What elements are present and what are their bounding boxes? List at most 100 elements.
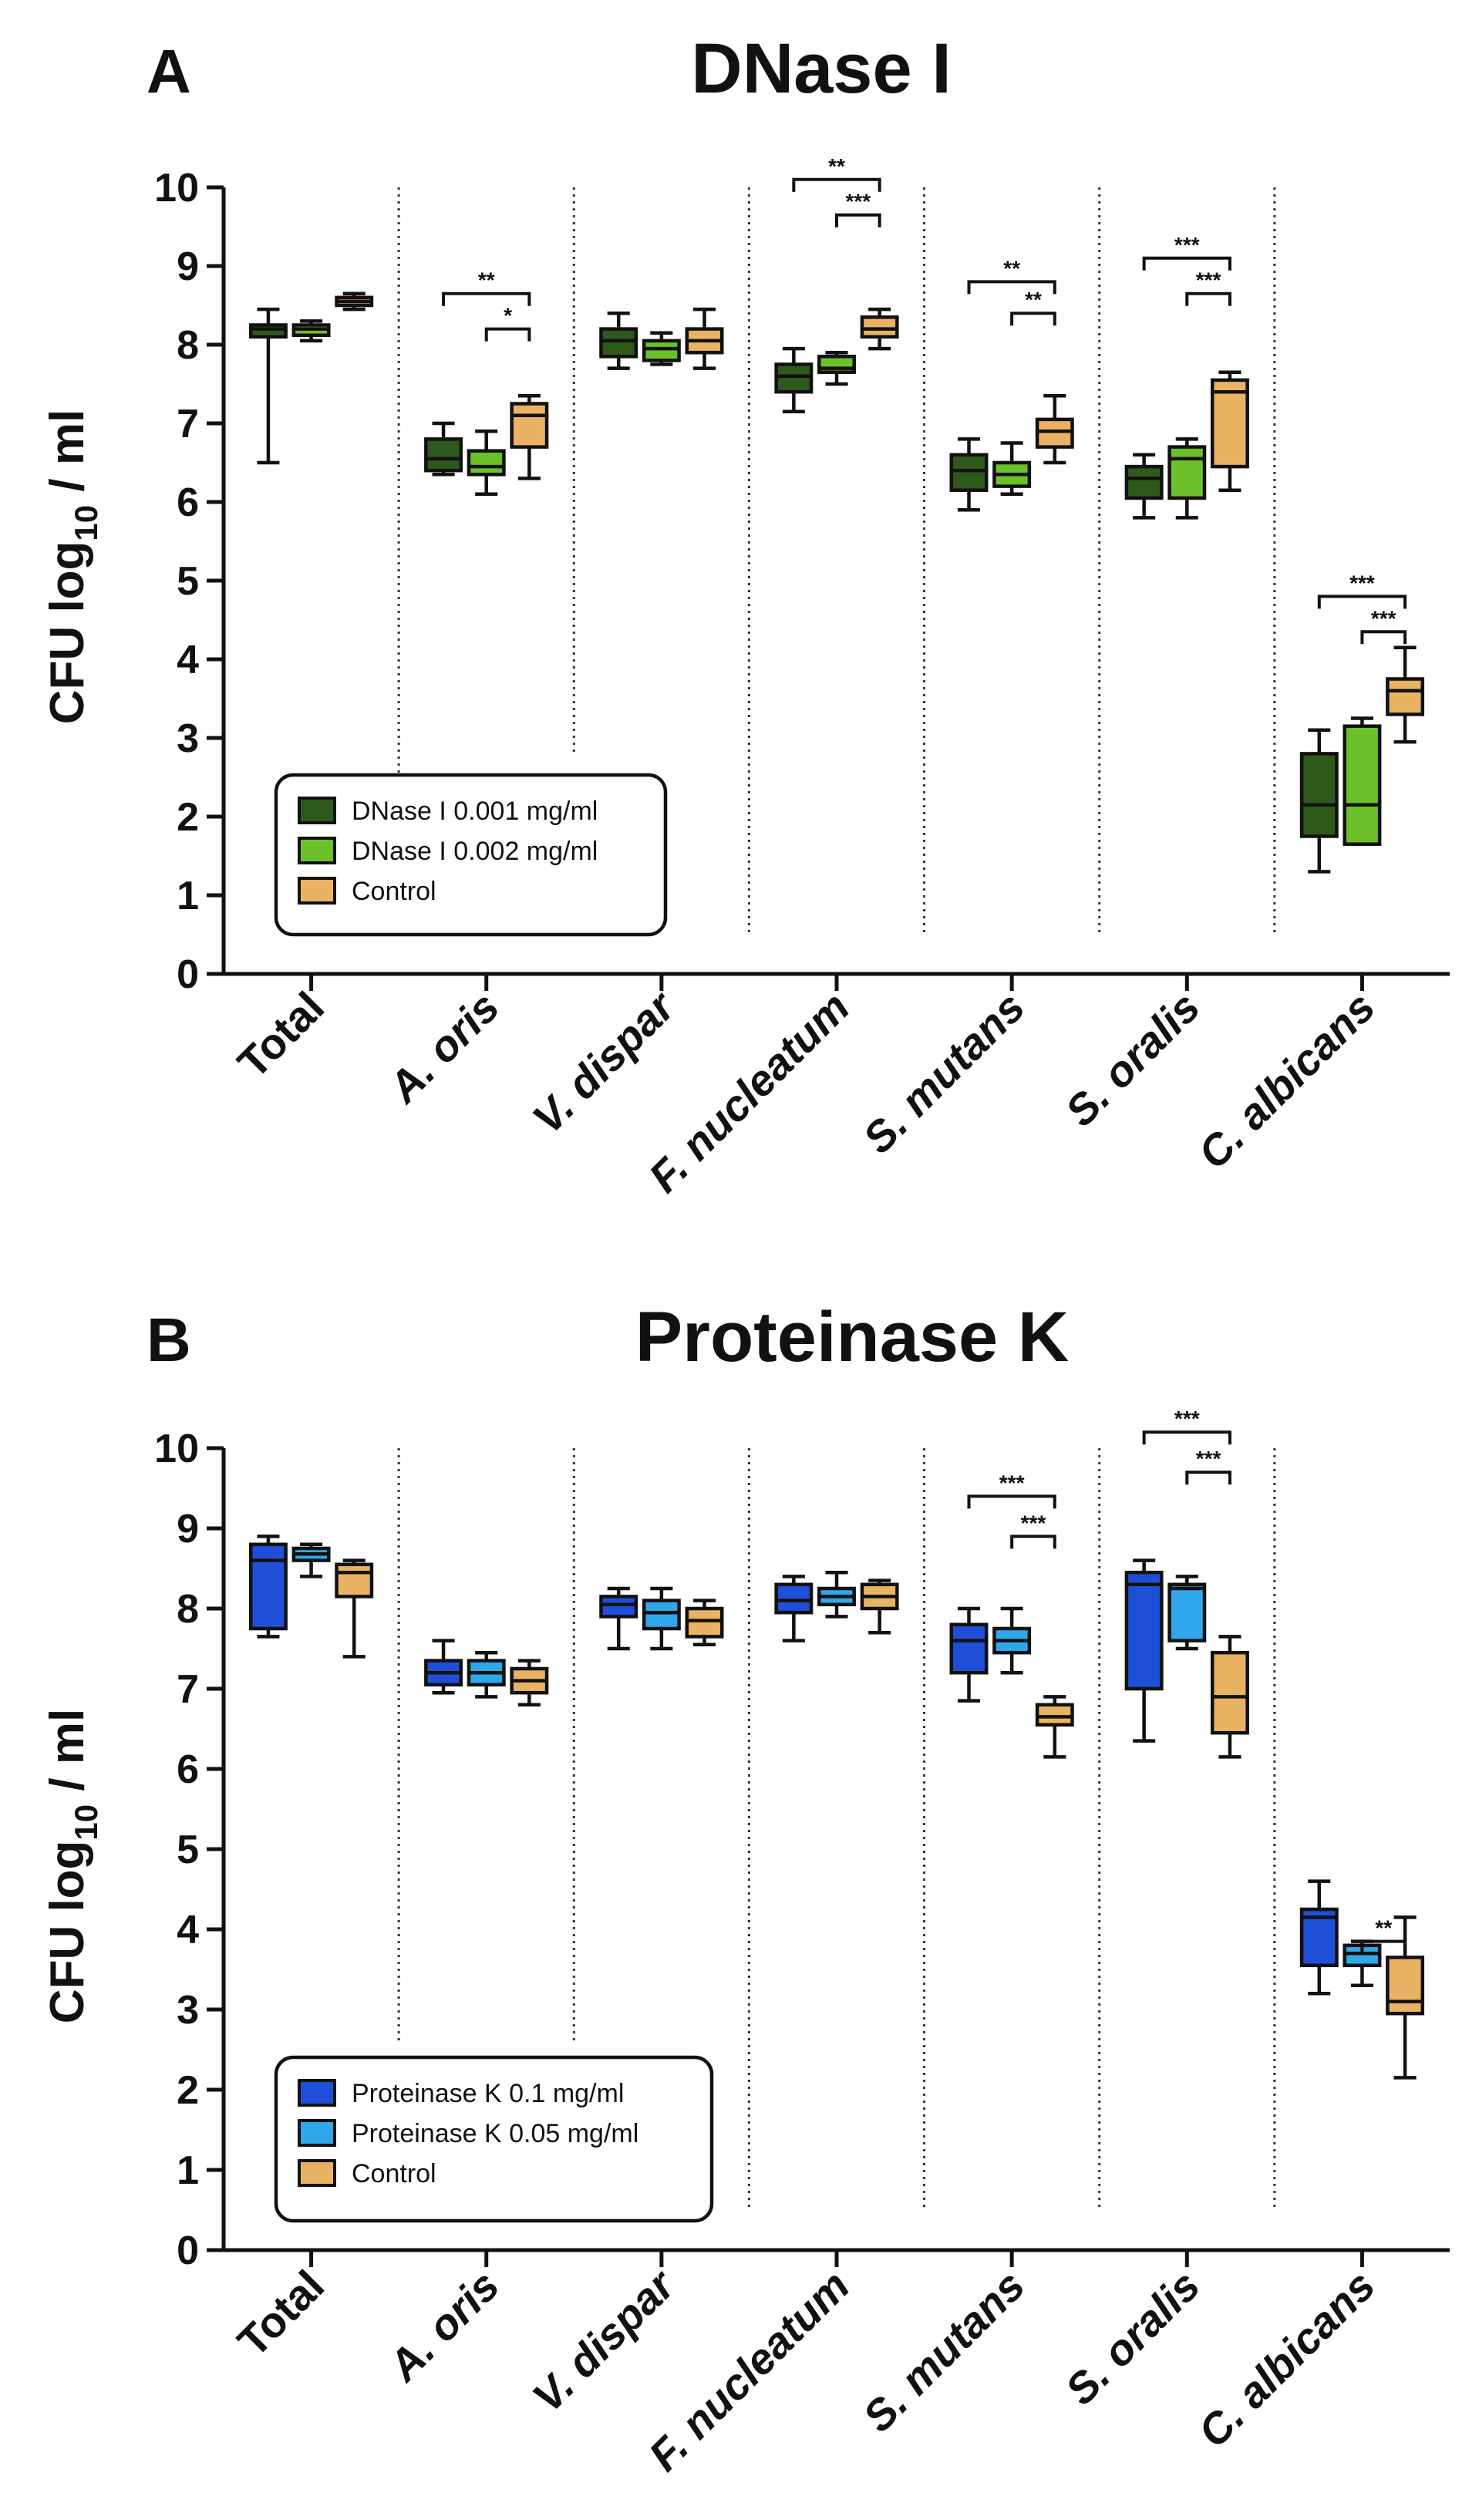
box-plot xyxy=(248,1535,288,1639)
legend-label: DNase I 0.001 mg/ml xyxy=(352,797,598,826)
box-plot xyxy=(1386,645,1425,744)
y-axis-label-tail: / ml xyxy=(41,1709,94,1804)
y-axis-label: CFU log10 / ml xyxy=(41,409,104,724)
y-tick-label: 8 xyxy=(177,323,199,368)
y-tick-label: 1 xyxy=(177,2148,199,2193)
y-axis-label-main: CFU log xyxy=(41,1841,94,2024)
box-plot xyxy=(1035,394,1074,465)
y-tick-label: 7 xyxy=(177,402,199,446)
box-plot xyxy=(1167,437,1207,520)
x-tick-label: S. mutans xyxy=(854,982,1034,1163)
legend-swatch xyxy=(298,797,336,824)
y-axis-label: CFU log10 / ml xyxy=(41,1709,104,2023)
bracket-line xyxy=(1010,1535,1056,1549)
box-plot xyxy=(1299,728,1339,874)
y-axis-label-tail: / ml xyxy=(41,409,94,505)
box-plot xyxy=(248,307,288,465)
bracket-line xyxy=(1185,291,1231,306)
significance-label: * xyxy=(504,304,512,328)
significance-label: *** xyxy=(999,1471,1025,1494)
y-tick-label: 3 xyxy=(177,1988,199,2033)
legend-label: DNase I 0.002 mg/ml xyxy=(352,837,598,866)
significance-bracket: *** xyxy=(1142,233,1231,271)
box xyxy=(949,1622,989,1675)
box-plot xyxy=(599,1586,638,1651)
significance-bracket: ** xyxy=(442,268,531,306)
box xyxy=(1167,1582,1207,1642)
significance-label: ** xyxy=(1375,1916,1392,1940)
y-tick-label: 7 xyxy=(177,1667,199,1712)
box xyxy=(1035,417,1074,449)
x-tick-label: C. albicans xyxy=(1188,982,1384,1178)
legend-label: Proteinase K 0.05 mg/ml xyxy=(352,2119,638,2148)
legend-label: Control xyxy=(352,877,436,906)
significance-bracket: *** xyxy=(967,1471,1056,1509)
x-tick-label: Total xyxy=(228,982,333,1087)
y-tick-label: 4 xyxy=(177,1908,199,1952)
box xyxy=(510,402,549,449)
box-plot xyxy=(1124,1558,1164,1743)
significance-label: ** xyxy=(1003,256,1020,280)
bracket-line xyxy=(1142,1430,1231,1445)
panel-title: Proteinase K xyxy=(635,1298,1069,1376)
box-plot xyxy=(599,311,638,370)
box-plot xyxy=(1343,716,1382,846)
y-tick-label: 8 xyxy=(177,1587,199,1632)
bracket-line xyxy=(1360,1939,1407,1954)
x-tick-label: S. oralis xyxy=(1056,2261,1209,2414)
box xyxy=(335,1562,374,1599)
x-tick-label: A. oris xyxy=(378,982,508,1113)
y-tick-label: 2 xyxy=(177,2068,199,2113)
box xyxy=(1124,464,1164,500)
box-plot xyxy=(1167,1575,1207,1651)
y-tick-label: 0 xyxy=(177,2229,199,2273)
bracket-line xyxy=(442,291,531,306)
box xyxy=(642,1599,681,1631)
box-plot xyxy=(860,1578,899,1635)
significance-label: *** xyxy=(1371,606,1396,630)
box-plot xyxy=(992,1606,1032,1675)
significance-label: *** xyxy=(845,190,871,214)
y-tick-label: 9 xyxy=(177,1507,199,1551)
box xyxy=(1124,1570,1164,1691)
legend: Proteinase K 0.1 mg/ml Proteinase K 0.05 … xyxy=(274,2055,714,2223)
significance-bracket: *** xyxy=(835,190,881,227)
box-plot xyxy=(642,331,681,366)
significance-bracket: ** xyxy=(967,256,1056,295)
significance-label: *** xyxy=(1196,268,1221,292)
legend-swatch xyxy=(298,2159,336,2187)
box-plot xyxy=(685,1599,724,1647)
box-plot xyxy=(817,350,856,386)
legend-swatch xyxy=(298,877,336,905)
box xyxy=(1343,724,1382,846)
box-plot xyxy=(467,429,506,497)
significance-bracket: *** xyxy=(1185,268,1231,306)
panel-letter: A xyxy=(147,37,191,106)
legend-swatch xyxy=(298,2079,336,2107)
bracket-line xyxy=(1010,312,1056,326)
y-axis-label-main: CFU log xyxy=(41,541,94,725)
bracket-line xyxy=(967,280,1056,295)
significance-bracket: *** xyxy=(1142,1407,1231,1445)
box-plot xyxy=(510,1659,549,1707)
box xyxy=(1035,1703,1074,1727)
box-plot xyxy=(1210,1635,1249,1759)
x-tick-label: S. oralis xyxy=(1056,982,1209,1136)
y-tick-label: 9 xyxy=(177,244,199,289)
box xyxy=(860,315,899,339)
legend-label: Control xyxy=(352,2159,436,2188)
legend-frame xyxy=(274,773,668,937)
y-axis-label-subscript: 10 xyxy=(68,1804,104,1841)
box-plot xyxy=(1035,1695,1074,1759)
significance-bracket: * xyxy=(484,304,531,342)
box xyxy=(949,453,989,492)
y-tick-label: 10 xyxy=(154,166,199,211)
significance-bracket: *** xyxy=(1010,1511,1056,1549)
box-plot xyxy=(774,346,814,413)
box xyxy=(1210,378,1249,469)
box xyxy=(467,449,506,477)
y-tick-label: 6 xyxy=(177,1747,199,1792)
box xyxy=(1167,445,1207,500)
significance-bracket: *** xyxy=(1185,1447,1231,1485)
box-plot xyxy=(1210,370,1249,492)
